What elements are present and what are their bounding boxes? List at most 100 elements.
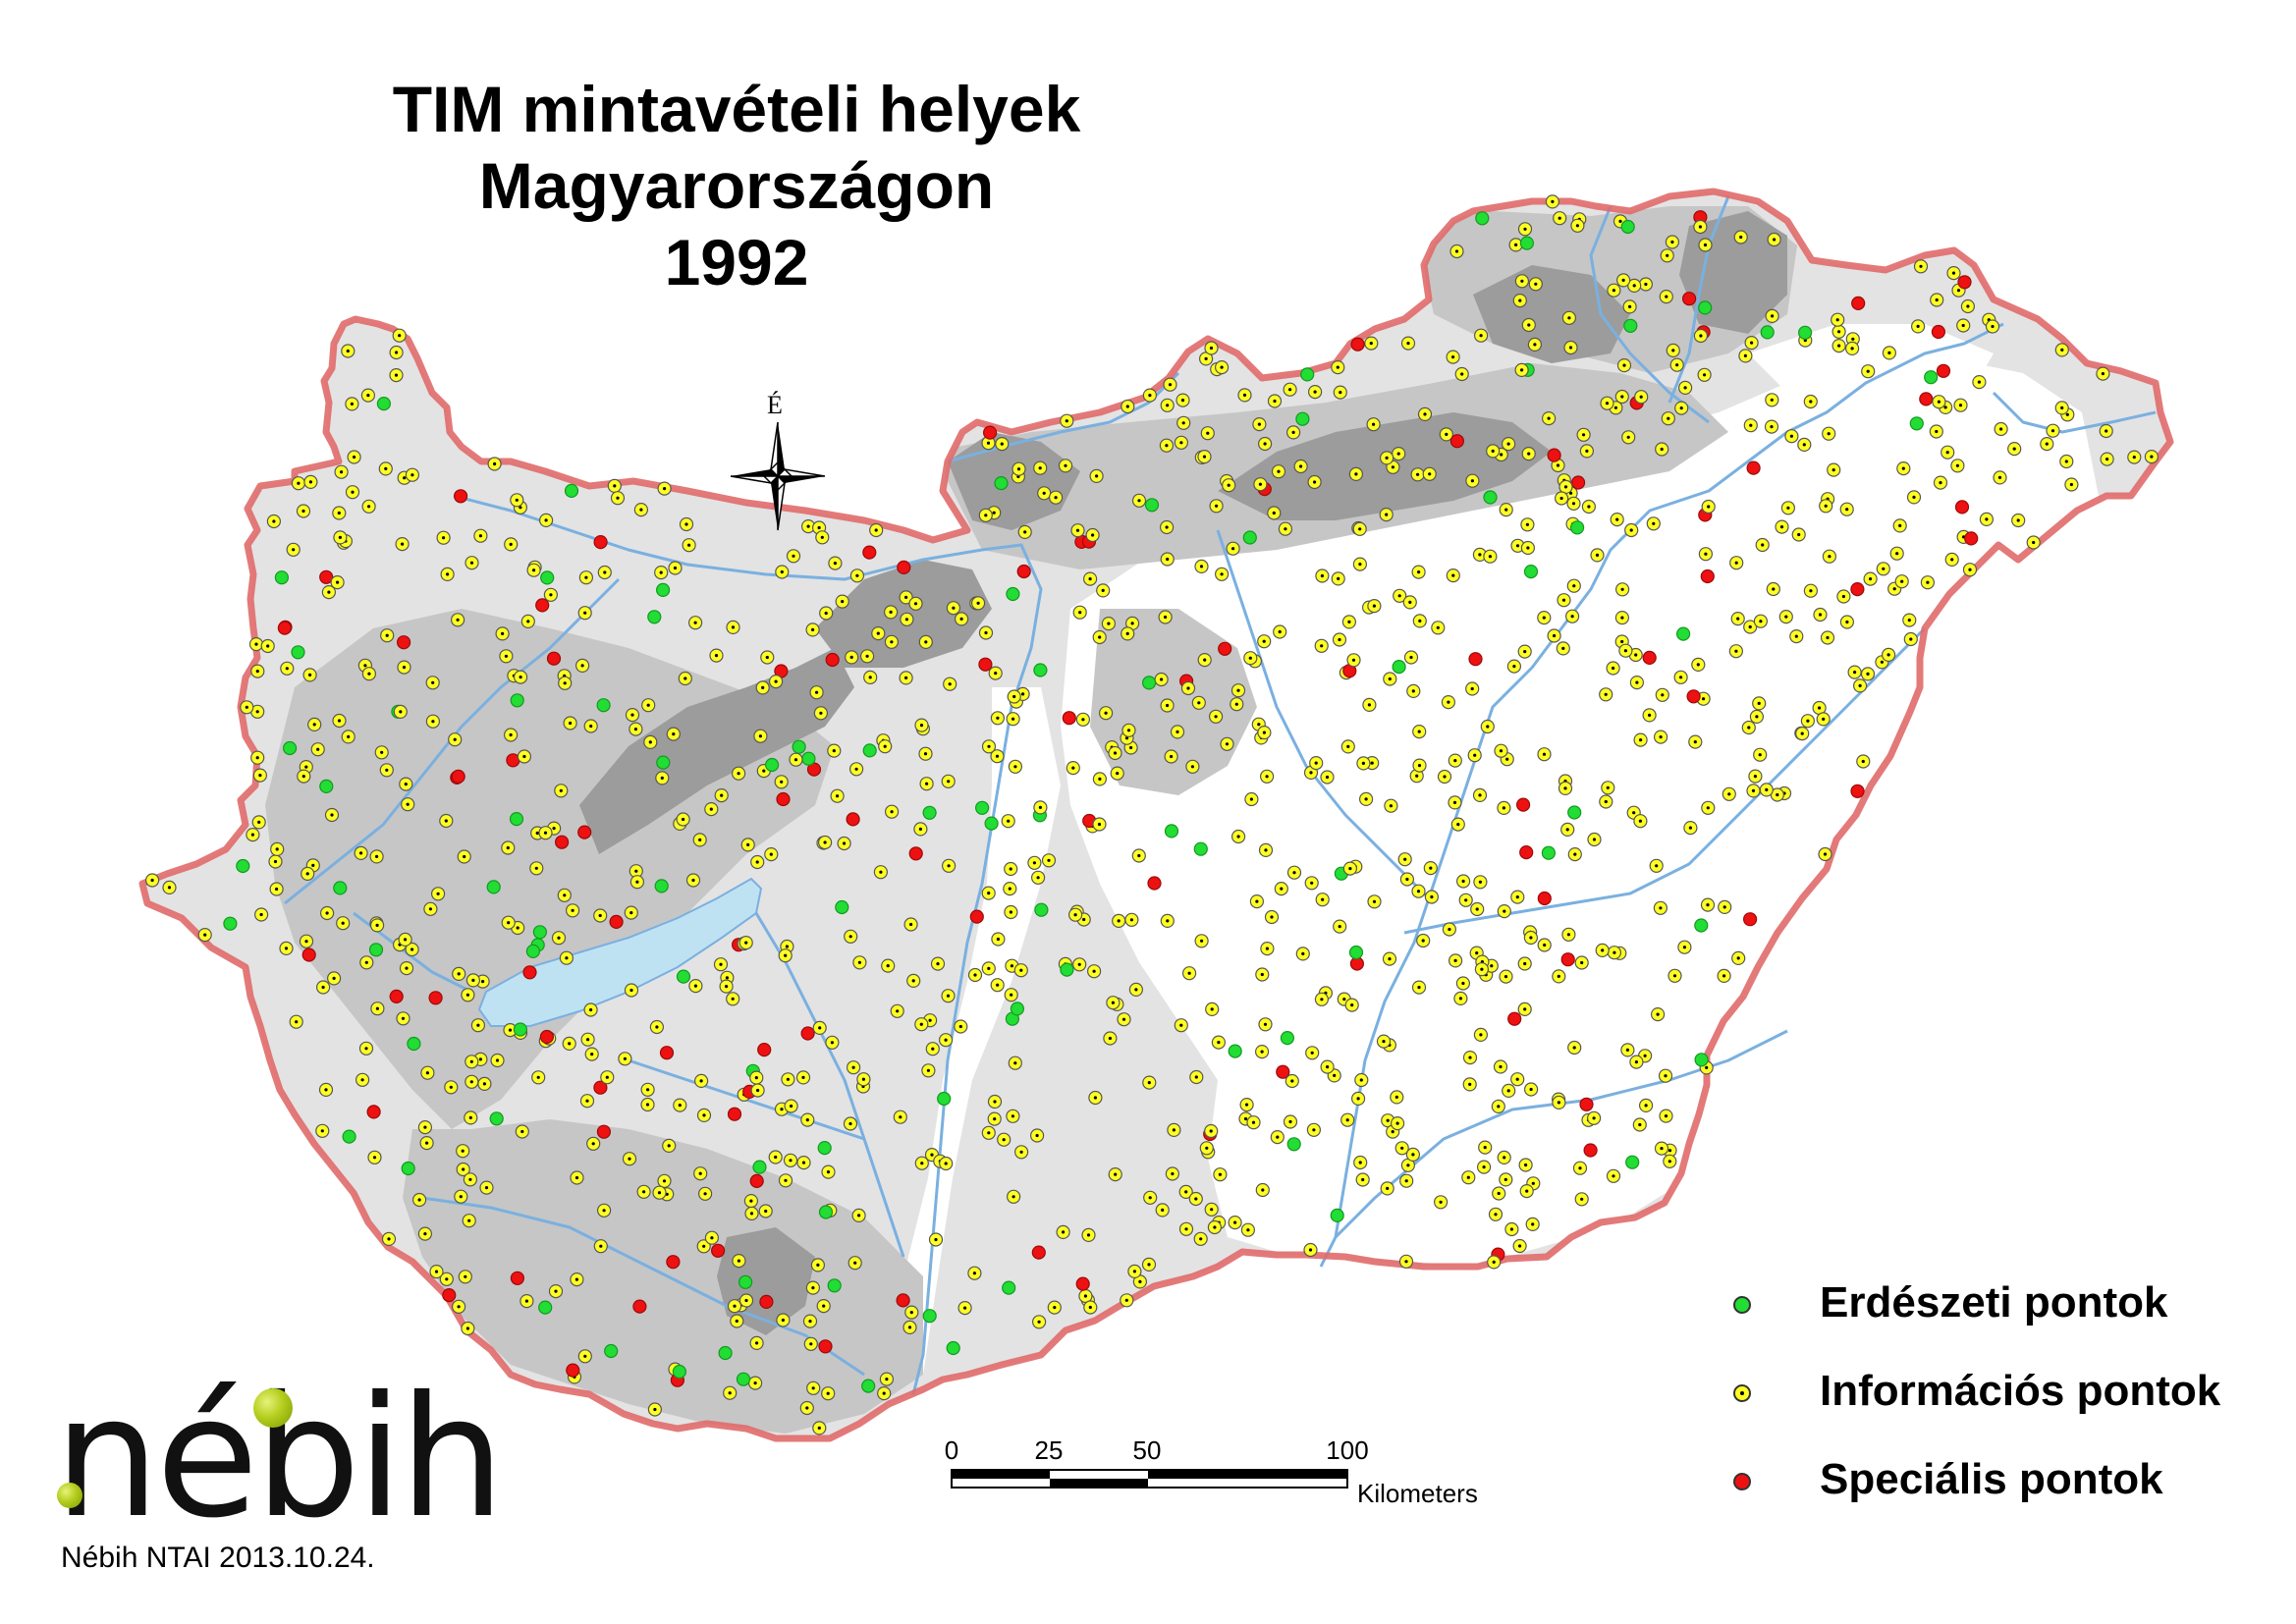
info-sampling-point <box>268 854 283 869</box>
info-sampling-point <box>420 1065 435 1080</box>
info-sampling-point <box>743 1193 759 1209</box>
forest-sampling-point <box>946 1340 960 1356</box>
info-sampling-point <box>1697 367 1712 382</box>
info-sampling-point <box>755 680 770 695</box>
info-sampling-point <box>501 840 516 855</box>
info-sampling-point <box>1448 953 1463 968</box>
info-sampling-point <box>520 614 535 629</box>
info-sampling-point <box>464 1110 478 1125</box>
forest-sampling-point <box>827 1278 842 1293</box>
info-sampling-point <box>1362 697 1377 713</box>
forest-sampling-point <box>1924 370 1939 385</box>
info-sampling-point <box>2026 535 2041 550</box>
info-sampling-point <box>1230 683 1246 698</box>
info-sampling-point <box>1499 502 1513 517</box>
special-sampling-point <box>1931 324 1946 340</box>
info-sampling-point <box>1214 360 1230 375</box>
info-sampling-point <box>1953 398 1968 412</box>
info-sampling-point <box>1731 950 1746 966</box>
info-sampling-point <box>1384 798 1398 813</box>
info-sampling-point <box>1098 706 1114 721</box>
info-sampling-point <box>837 836 851 851</box>
info-sampling-point <box>1561 927 1576 942</box>
info-sampling-point <box>1666 343 1680 357</box>
river-szamos <box>1992 391 2157 434</box>
info-sampling-point <box>1743 418 1758 433</box>
info-sampling-point <box>440 567 455 582</box>
info-sampling-point <box>1383 672 1397 686</box>
info-sampling-point <box>577 1349 592 1364</box>
info-sampling-point <box>1599 687 1613 702</box>
info-sampling-point <box>296 504 311 518</box>
forest-sampling-point <box>1286 1137 1301 1152</box>
info-sampling-point <box>1448 753 1462 768</box>
info-sampling-point <box>1552 969 1566 984</box>
special-sampling-point <box>366 1105 381 1119</box>
info-sampling-point <box>1512 294 1527 308</box>
special-sampling-point <box>818 1339 833 1354</box>
info-sampling-point <box>291 476 305 491</box>
info-sampling-point <box>1086 964 1102 979</box>
info-sampling-point <box>1197 450 1212 464</box>
info-sampling-point <box>1154 672 1169 687</box>
info-sampling-point <box>1822 426 1836 441</box>
info-sampling-point <box>1295 947 1310 961</box>
info-sampling-point <box>1512 1238 1527 1254</box>
special-sampling-point <box>1570 475 1586 490</box>
info-sampling-point <box>809 685 824 700</box>
info-sampling-point <box>1003 881 1017 896</box>
special-sampling-point <box>1062 711 1076 726</box>
info-sampling-point <box>902 1320 917 1335</box>
info-sampling-point <box>1442 922 1457 937</box>
info-sampling-point <box>800 518 816 534</box>
info-sampling-point <box>1514 362 1529 377</box>
info-sampling-point <box>1185 759 1200 774</box>
info-sampling-point <box>1753 614 1769 628</box>
info-sampling-point <box>270 841 285 857</box>
info-sampling-point <box>1614 582 1630 597</box>
info-sampling-point <box>981 739 997 754</box>
special-sampling-point <box>577 825 592 839</box>
info-sampling-point <box>1285 425 1301 440</box>
info-sampling-point <box>1767 232 1781 247</box>
info-sampling-point <box>1621 430 1636 445</box>
info-sampling-point <box>1072 957 1087 972</box>
river-raba <box>284 577 621 905</box>
info-sampling-point <box>1422 466 1437 481</box>
forest-sampling-point <box>223 916 238 931</box>
footer-credit: Nébih NTAI 2013.10.24. <box>61 1542 375 1574</box>
info-sampling-point <box>943 677 957 691</box>
forest-sampling-point <box>1002 1280 1016 1295</box>
info-sampling-point <box>1831 324 1846 339</box>
info-sampling-point <box>1836 589 1851 604</box>
info-sampling-point <box>1759 783 1774 797</box>
info-sampling-point <box>456 1144 470 1159</box>
special-sampling-point <box>1537 891 1552 906</box>
info-sampling-point <box>1178 1184 1193 1200</box>
special-sampling-point <box>510 1271 525 1285</box>
info-sampling-point <box>1075 712 1091 727</box>
forest-sampling-point <box>525 944 541 959</box>
info-sampling-point <box>1618 643 1633 658</box>
info-sampling-point <box>1108 745 1122 761</box>
legend-label-forest: Erdészeti pontok <box>1820 1278 2168 1326</box>
forest-sampling-point <box>974 800 990 815</box>
info-sampling-point <box>726 992 740 1006</box>
info-sampling-point <box>629 875 645 890</box>
info-sampling-point <box>451 613 465 627</box>
info-sampling-point <box>321 584 336 600</box>
info-sampling-point <box>580 1032 595 1047</box>
info-sampling-point <box>1473 328 1489 343</box>
special-sampling-point <box>1681 292 1697 306</box>
info-sampling-point <box>1170 725 1185 739</box>
special-sampling-point <box>397 635 411 650</box>
info-sampling-point <box>1483 549 1498 564</box>
info-sampling-point <box>941 774 956 788</box>
info-sampling-point <box>1081 1227 1096 1243</box>
info-sampling-point <box>1142 388 1158 403</box>
info-sampling-point <box>1764 419 1779 434</box>
info-sampling-point <box>640 1082 655 1097</box>
forest-sampling-point <box>1567 805 1582 820</box>
info-sampling-point <box>593 908 608 923</box>
info-sampling-point <box>815 530 830 545</box>
